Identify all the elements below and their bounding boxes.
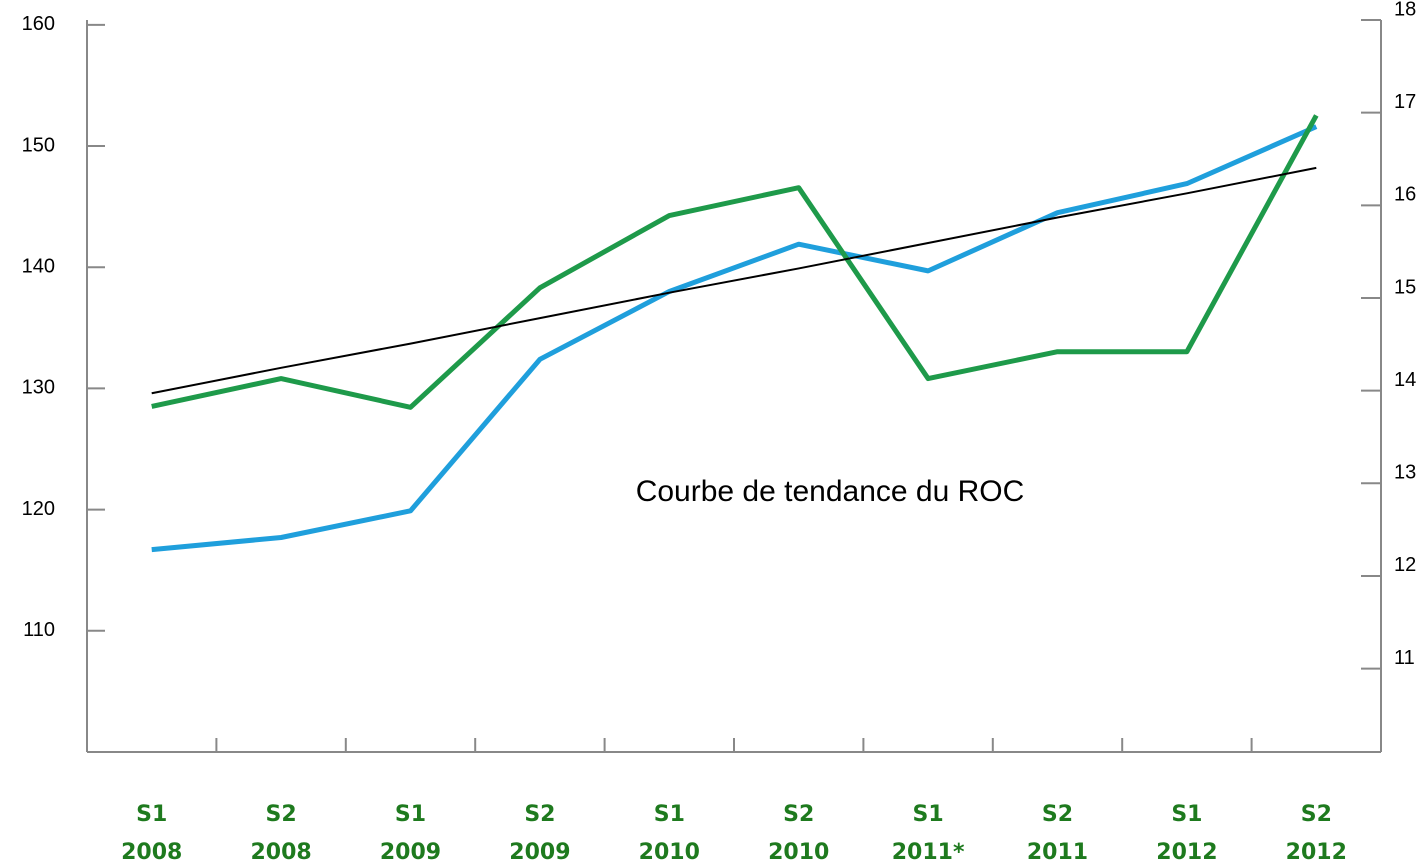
x-tick-label: S2 bbox=[524, 802, 555, 827]
x-tick-label: 2011* bbox=[892, 840, 965, 865]
x-tick-label: S1 bbox=[1171, 802, 1202, 827]
y2-tick-label: 17 bbox=[1394, 91, 1416, 113]
x-tick-label: 2008 bbox=[121, 840, 182, 865]
x-tick-label: 2009 bbox=[380, 840, 441, 865]
y-tick-label: 110 bbox=[23, 619, 55, 641]
x-tick-label: 2011 bbox=[1027, 840, 1088, 865]
y2-tick-label: 15 bbox=[1394, 276, 1416, 298]
y2-tick-label: 16 bbox=[1394, 184, 1416, 206]
x-tick-label: S2 bbox=[266, 802, 297, 827]
x-tick-label: S2 bbox=[1301, 802, 1332, 827]
y-tick-label: 150 bbox=[22, 134, 55, 156]
y-tick-label: 140 bbox=[22, 256, 55, 278]
y-tick-label: 130 bbox=[22, 377, 55, 399]
y2-tick-label: 14 bbox=[1394, 369, 1416, 391]
y-tick-label: 120 bbox=[22, 498, 55, 520]
y2-tick-label: 12 bbox=[1394, 554, 1416, 576]
x-tick-label: 2012 bbox=[1286, 840, 1347, 865]
x-tick-label: S1 bbox=[136, 802, 167, 827]
series-line bbox=[151, 114, 1319, 410]
y2-tick-label: 18 bbox=[1394, 0, 1416, 20]
x-tick-label: S2 bbox=[783, 802, 814, 827]
series-line bbox=[151, 124, 1318, 553]
x-tick-label: S1 bbox=[654, 802, 685, 827]
x-tick-label: S2 bbox=[1042, 802, 1073, 827]
x-tick-label: 2008 bbox=[250, 840, 311, 865]
annotation: Courbe de tendance du ROC bbox=[636, 475, 1025, 508]
series-line bbox=[151, 166, 1317, 395]
x-tick-label: 2010 bbox=[639, 840, 700, 865]
x-tick-label: S1 bbox=[913, 802, 944, 827]
y-tick-label: 160 bbox=[22, 13, 55, 35]
y2-tick-label: 13 bbox=[1394, 462, 1416, 484]
x-tick-label: 2009 bbox=[509, 840, 570, 865]
x-tick-label: 2010 bbox=[768, 840, 829, 865]
y2-tick-label: 11 bbox=[1394, 647, 1415, 669]
x-tick-label: S1 bbox=[395, 802, 426, 827]
x-tick-label: 2012 bbox=[1156, 840, 1217, 865]
